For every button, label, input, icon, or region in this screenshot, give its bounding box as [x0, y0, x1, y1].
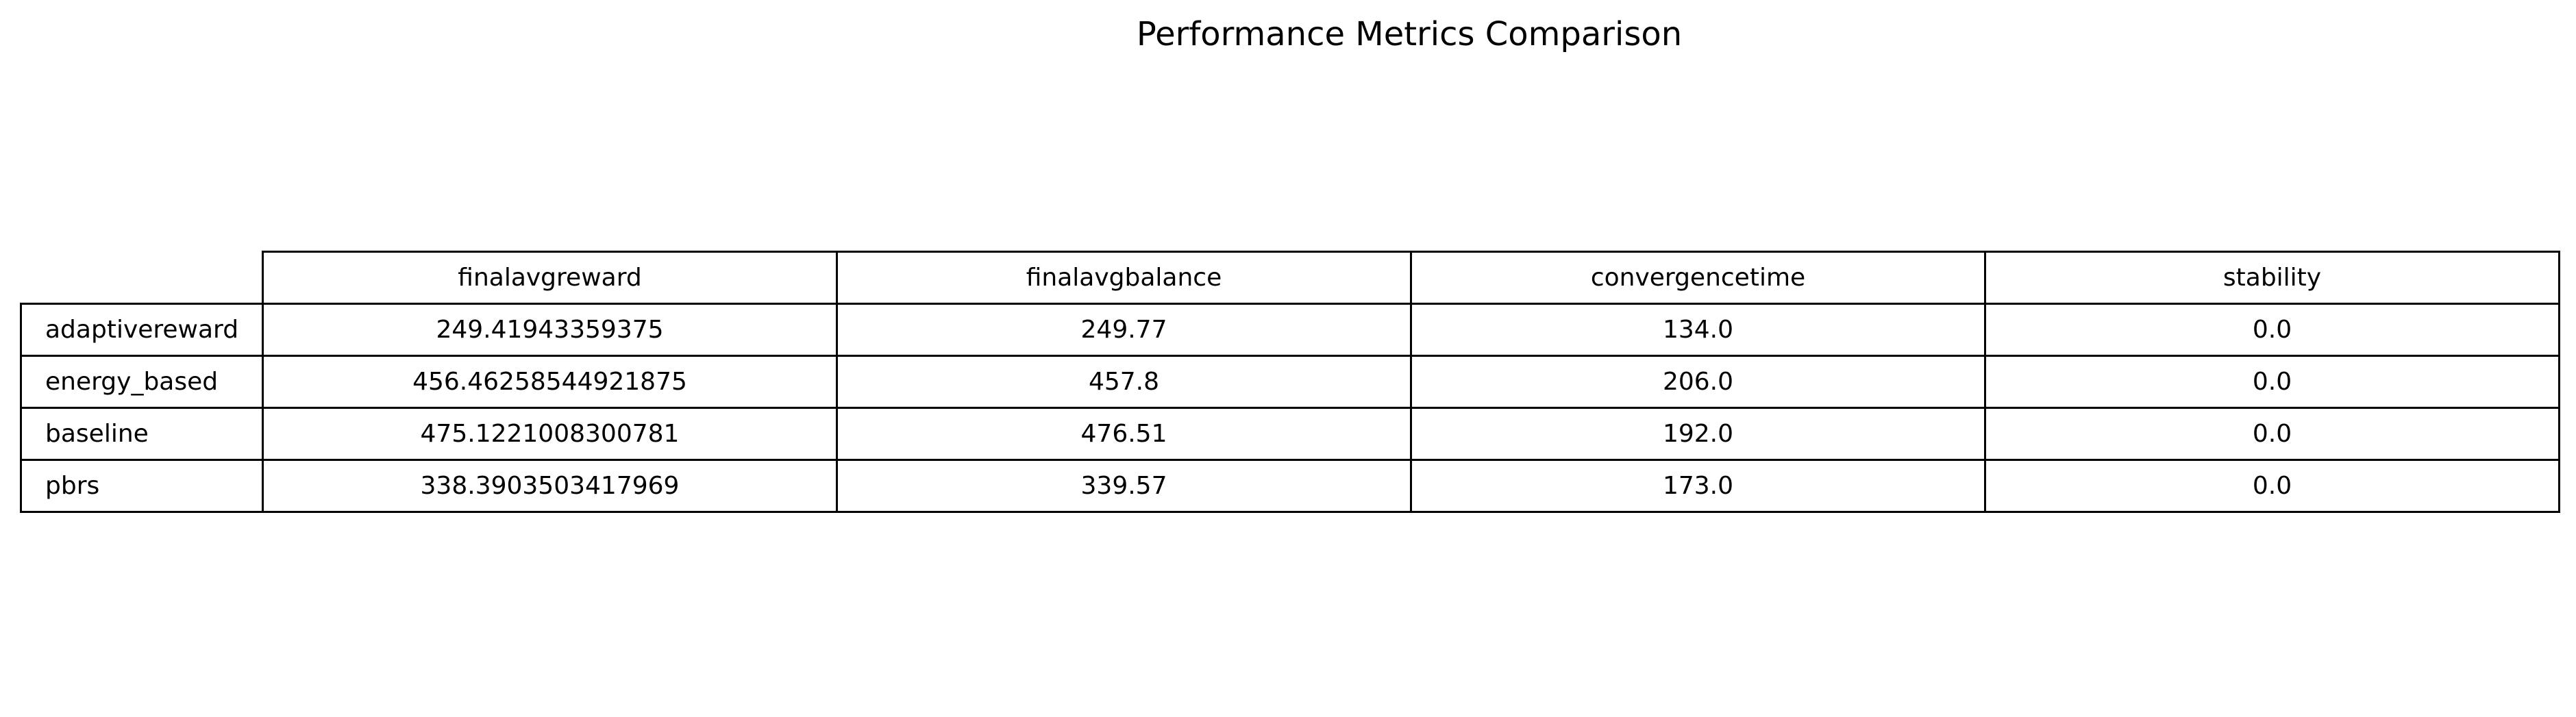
table-cell: 339.57	[836, 459, 1412, 513]
table-cell: 457.8	[836, 355, 1412, 409]
table-cell: 0.0	[1984, 303, 2560, 357]
table-cell: 456.46258544921875	[262, 355, 838, 409]
corner-cell	[21, 252, 263, 304]
header-row: finalavgreward finalavgbalance convergen…	[21, 251, 2560, 305]
table-cell: 475.1221008300781	[262, 407, 838, 461]
column-header-convergencetime: convergencetime	[1410, 251, 1986, 305]
table-cell: 249.77	[836, 303, 1412, 357]
column-header-finalavgbalance: finalavgbalance	[836, 251, 1412, 305]
metrics-table: finalavgreward finalavgbalance convergen…	[20, 251, 2560, 513]
table-cell: 173.0	[1410, 459, 1986, 513]
column-header-stability: stability	[1984, 251, 2560, 305]
table-cell: 0.0	[1984, 407, 2560, 461]
table-row: baseline 475.1221008300781 476.51 192.0 …	[20, 407, 2560, 461]
table-cell: 192.0	[1410, 407, 1986, 461]
row-label-pbrs: pbrs	[20, 459, 264, 513]
table-row: energy_based 456.46258544921875 457.8 20…	[20, 355, 2560, 409]
column-header-finalavgreward: finalavgreward	[262, 251, 838, 305]
table-cell: 476.51	[836, 407, 1412, 461]
table-row: pbrs 338.3903503417969 339.57 173.0 0.0	[20, 459, 2560, 513]
table-cell: 206.0	[1410, 355, 1986, 409]
chart-title: Performance Metrics Comparison	[1136, 15, 1683, 53]
table-cell: 338.3903503417969	[262, 459, 838, 513]
table-cell: 0.0	[1984, 355, 2560, 409]
table-cell: 249.41943359375	[262, 303, 838, 357]
table-row: adaptivereward 249.41943359375 249.77 13…	[20, 303, 2560, 357]
row-label-adaptivereward: adaptivereward	[20, 303, 264, 357]
table-cell: 0.0	[1984, 459, 2560, 513]
table-cell: 134.0	[1410, 303, 1986, 357]
row-label-energy-based: energy_based	[20, 355, 264, 409]
row-label-baseline: baseline	[20, 407, 264, 461]
